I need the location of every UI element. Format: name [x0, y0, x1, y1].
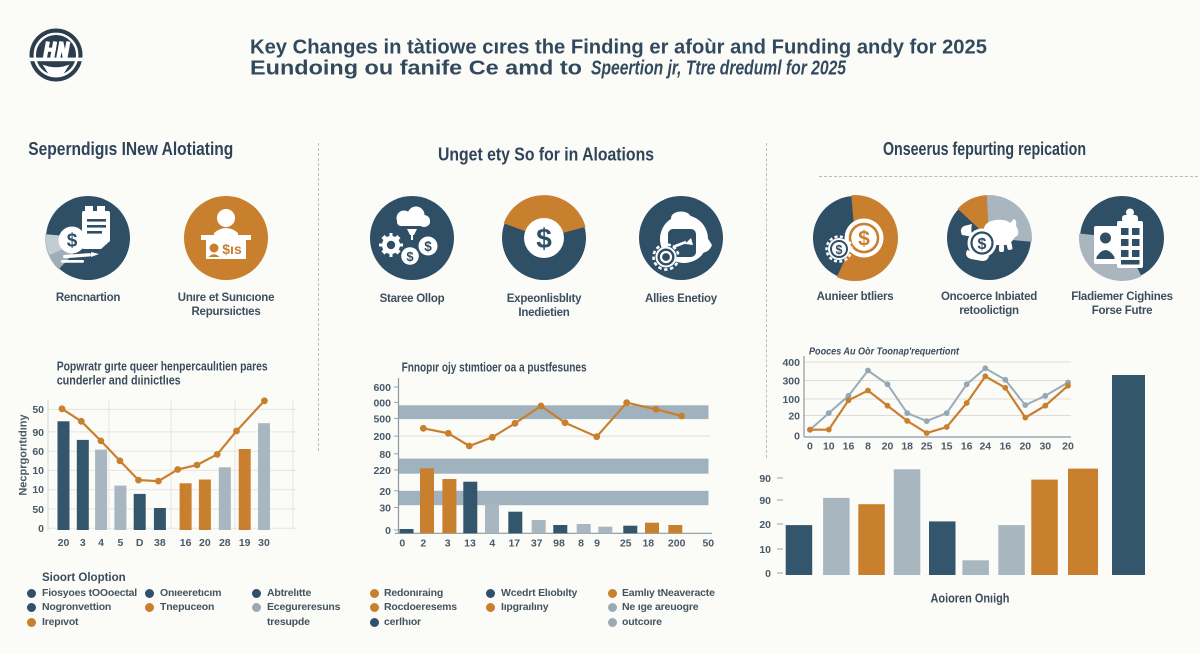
- svg-text:0: 0: [385, 525, 391, 537]
- svg-text:220: 220: [373, 465, 391, 477]
- svg-text:Key Changes in tàtiowe cıres t: Key Changes in tàtiowe cıres the Finding…: [250, 36, 987, 58]
- svg-text:60: 60: [32, 446, 44, 458]
- svg-text:4: 4: [489, 538, 495, 550]
- svg-text:200: 200: [668, 538, 686, 550]
- svg-text:Popwratr gırte queer henpercau: Popwratr gırte queer henpercaulıtien par…: [57, 359, 268, 373]
- svg-text:19: 19: [239, 537, 251, 549]
- svg-text:8: 8: [578, 538, 584, 550]
- svg-text:100: 100: [782, 394, 800, 406]
- svg-text:20: 20: [759, 519, 771, 531]
- svg-text:$: $: [858, 228, 870, 251]
- svg-text:20: 20: [1019, 441, 1031, 453]
- svg-text:20: 20: [199, 537, 211, 549]
- svg-text:4: 4: [98, 537, 104, 549]
- svg-text:300: 300: [782, 376, 800, 388]
- svg-text:0: 0: [765, 568, 771, 580]
- svg-text:50: 50: [32, 504, 44, 516]
- svg-text:Speertion jr, Ttre dreduml for: Speertion jr, Ttre dreduml for 2025: [591, 58, 847, 80]
- svg-text:28: 28: [219, 537, 231, 549]
- svg-text:0: 0: [807, 441, 813, 453]
- svg-text:37: 37: [531, 538, 543, 550]
- svg-text:400: 400: [782, 357, 800, 369]
- svg-text:500: 500: [373, 413, 391, 425]
- svg-text:Pooces Au Oòr Toonap'requertio: Pooces Au Oòr Toonap'requertiont: [809, 346, 959, 358]
- svg-text:17: 17: [508, 538, 520, 550]
- svg-text:600: 600: [373, 382, 391, 394]
- svg-text:Onseerus fepurting repication: Onseerus fepurting repication: [883, 138, 1086, 159]
- svg-text:10: 10: [32, 465, 44, 477]
- svg-text:$: $: [536, 223, 552, 254]
- svg-text:$: $: [67, 231, 78, 252]
- svg-text:25: 25: [921, 441, 933, 453]
- svg-text:16: 16: [961, 441, 973, 453]
- svg-text:3: 3: [445, 538, 451, 550]
- svg-text:13: 13: [464, 538, 476, 550]
- svg-text:3: 3: [80, 537, 86, 549]
- svg-text:Necprgorıtıdıny: Necprgorıtıdıny: [18, 413, 30, 495]
- svg-text:30: 30: [1039, 441, 1051, 453]
- svg-text:10: 10: [759, 544, 771, 556]
- svg-text:cunderler and dıinictlıes: cunderler and dıinictlıes: [57, 374, 181, 388]
- svg-text:50: 50: [32, 404, 44, 416]
- svg-text:5: 5: [117, 537, 123, 549]
- svg-text:80: 80: [379, 449, 391, 461]
- svg-text:10: 10: [823, 441, 835, 453]
- svg-text:90: 90: [759, 473, 771, 485]
- svg-text:20: 20: [1062, 441, 1074, 453]
- svg-text:30: 30: [379, 503, 391, 515]
- svg-text:0: 0: [38, 523, 44, 535]
- svg-text:20: 20: [788, 411, 800, 423]
- svg-text:$: $: [424, 239, 432, 254]
- svg-text:10: 10: [32, 484, 44, 496]
- svg-text:16: 16: [999, 441, 1011, 453]
- svg-text:38: 38: [154, 537, 166, 549]
- svg-text:Eundoing ou fanife Ce amd to: Eundoing ou fanife Ce amd to: [250, 58, 582, 80]
- svg-text:$ıs: $ıs: [222, 241, 242, 257]
- svg-text:30: 30: [258, 537, 270, 549]
- svg-text:Seperndigıs INew Alotiating: Seperndigıs INew Alotiating: [28, 138, 233, 159]
- svg-text:200: 200: [373, 431, 391, 443]
- svg-text:50: 50: [702, 538, 714, 550]
- svg-text:Fnnopır ojy stımtioer oa a pus: Fnnopır ojy stımtioer oa a pustfesunes: [402, 361, 587, 375]
- svg-text:0: 0: [399, 538, 405, 550]
- svg-text:$: $: [406, 249, 414, 264]
- svg-text:0: 0: [794, 431, 800, 443]
- svg-text:Aoioren Onıigh: Aoioren Onıigh: [931, 592, 1010, 606]
- svg-text:000: 000: [373, 397, 391, 409]
- svg-text:90: 90: [32, 427, 44, 439]
- svg-text:90: 90: [759, 495, 771, 507]
- svg-text:98: 98: [553, 538, 565, 550]
- svg-text:15: 15: [941, 441, 953, 453]
- svg-text:2: 2: [420, 538, 426, 550]
- svg-text:$: $: [978, 236, 987, 253]
- svg-text:18: 18: [901, 441, 913, 453]
- svg-text:20: 20: [58, 537, 70, 549]
- svg-text:20: 20: [379, 486, 391, 498]
- svg-text:16: 16: [180, 537, 192, 549]
- svg-text:Unget ety So for in Aloations: Unget ety So for in Aloations: [438, 144, 654, 165]
- svg-text:D: D: [136, 537, 144, 549]
- svg-text:25: 25: [620, 538, 632, 550]
- svg-text:9: 9: [594, 538, 600, 550]
- svg-text:16: 16: [843, 441, 855, 453]
- svg-text:20: 20: [882, 441, 894, 453]
- svg-text:$: $: [836, 243, 843, 257]
- svg-text:8: 8: [865, 441, 871, 453]
- svg-text:18: 18: [642, 538, 654, 550]
- svg-text:24: 24: [979, 441, 991, 453]
